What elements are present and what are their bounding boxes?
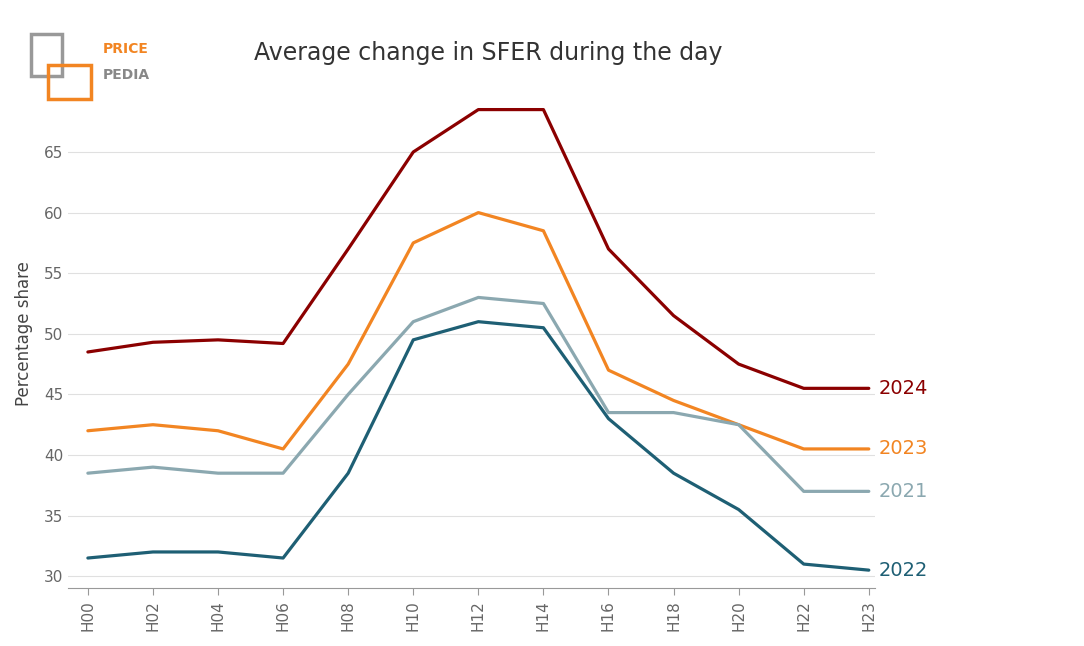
Text: PEDIA: PEDIA <box>103 68 150 82</box>
Text: 2021: 2021 <box>878 482 928 501</box>
Bar <box>30 34 63 76</box>
Y-axis label: Percentage share: Percentage share <box>15 262 33 406</box>
Text: 2022: 2022 <box>878 561 928 579</box>
Text: 2023: 2023 <box>878 439 928 459</box>
Text: 2024: 2024 <box>878 379 928 398</box>
Text: PRICE: PRICE <box>103 42 149 56</box>
Bar <box>48 65 90 99</box>
Title: Average change in SFER during the day: Average change in SFER during the day <box>254 41 722 65</box>
